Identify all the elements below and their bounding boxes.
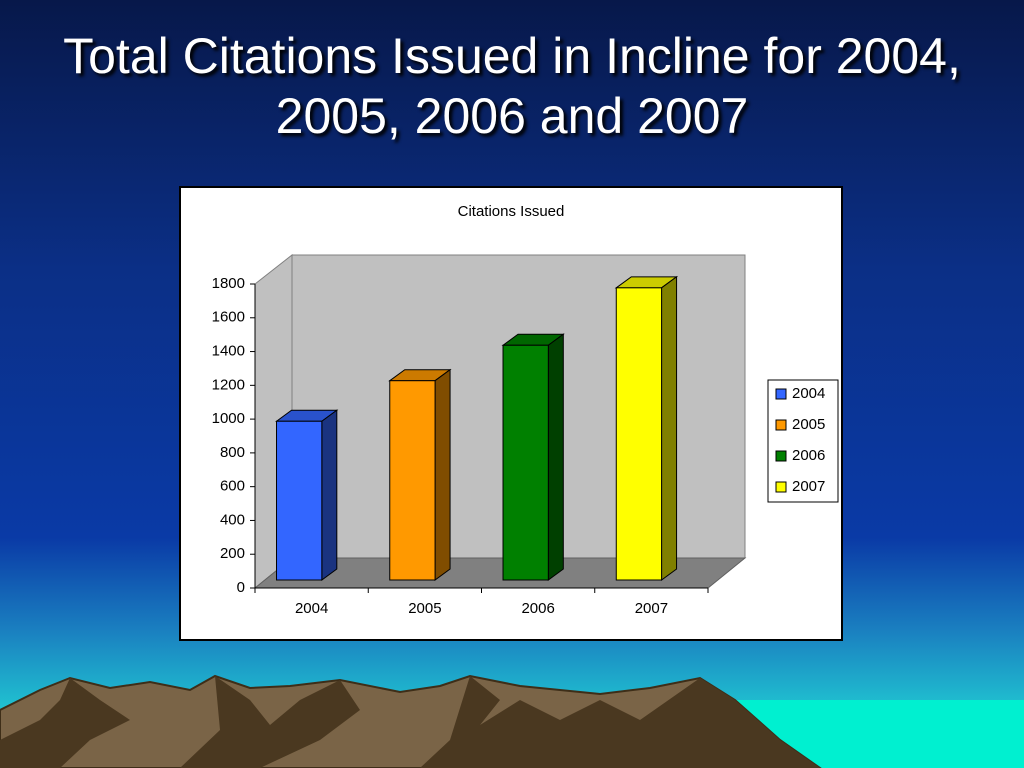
x-tick-label: 2006 xyxy=(521,600,554,617)
legend-label: 2005 xyxy=(792,416,825,433)
mountain-shadow xyxy=(0,678,130,768)
mountain-shadow xyxy=(180,676,360,768)
bar-side xyxy=(661,275,678,581)
bar-front xyxy=(615,287,663,581)
x-tick-label: 2007 xyxy=(635,600,668,617)
legend-swatch xyxy=(775,481,787,493)
bar xyxy=(388,368,452,581)
legend-label: 2004 xyxy=(792,385,825,402)
legend-swatch xyxy=(775,450,787,462)
bar-front xyxy=(502,344,549,581)
bar-side xyxy=(321,409,338,581)
slide-title: Total Citations Issued in Incline for 20… xyxy=(63,28,961,144)
y-tick-label: 1600 xyxy=(212,309,245,326)
legend-swatch xyxy=(775,419,787,431)
y-tick-label: 1000 xyxy=(212,410,245,427)
bar-front xyxy=(276,420,323,581)
y-tick-label: 1800 xyxy=(212,275,245,292)
chart-title: Citations Issued xyxy=(458,203,565,220)
bar-side xyxy=(434,368,451,581)
bar xyxy=(614,275,679,581)
legend-swatch xyxy=(775,388,787,400)
bar-side xyxy=(547,333,564,581)
y-tick-label: 200 xyxy=(220,545,245,562)
bar xyxy=(274,409,339,581)
mountain-shadow xyxy=(420,676,820,768)
bar-front xyxy=(389,380,436,581)
y-tick-label: 1200 xyxy=(212,376,245,393)
bar xyxy=(501,333,565,581)
legend-label: 2006 xyxy=(792,447,825,464)
y-tick-label: 400 xyxy=(220,511,245,528)
y-tick-label: 600 xyxy=(220,478,245,495)
y-tick-label: 1400 xyxy=(212,343,245,360)
x-tick-label: 2004 xyxy=(295,600,328,617)
legend-label: 2007 xyxy=(792,478,825,495)
x-tick-label: 2005 xyxy=(408,600,441,617)
y-tick-label: 0 xyxy=(237,579,245,596)
y-tick-label: 800 xyxy=(220,444,245,461)
